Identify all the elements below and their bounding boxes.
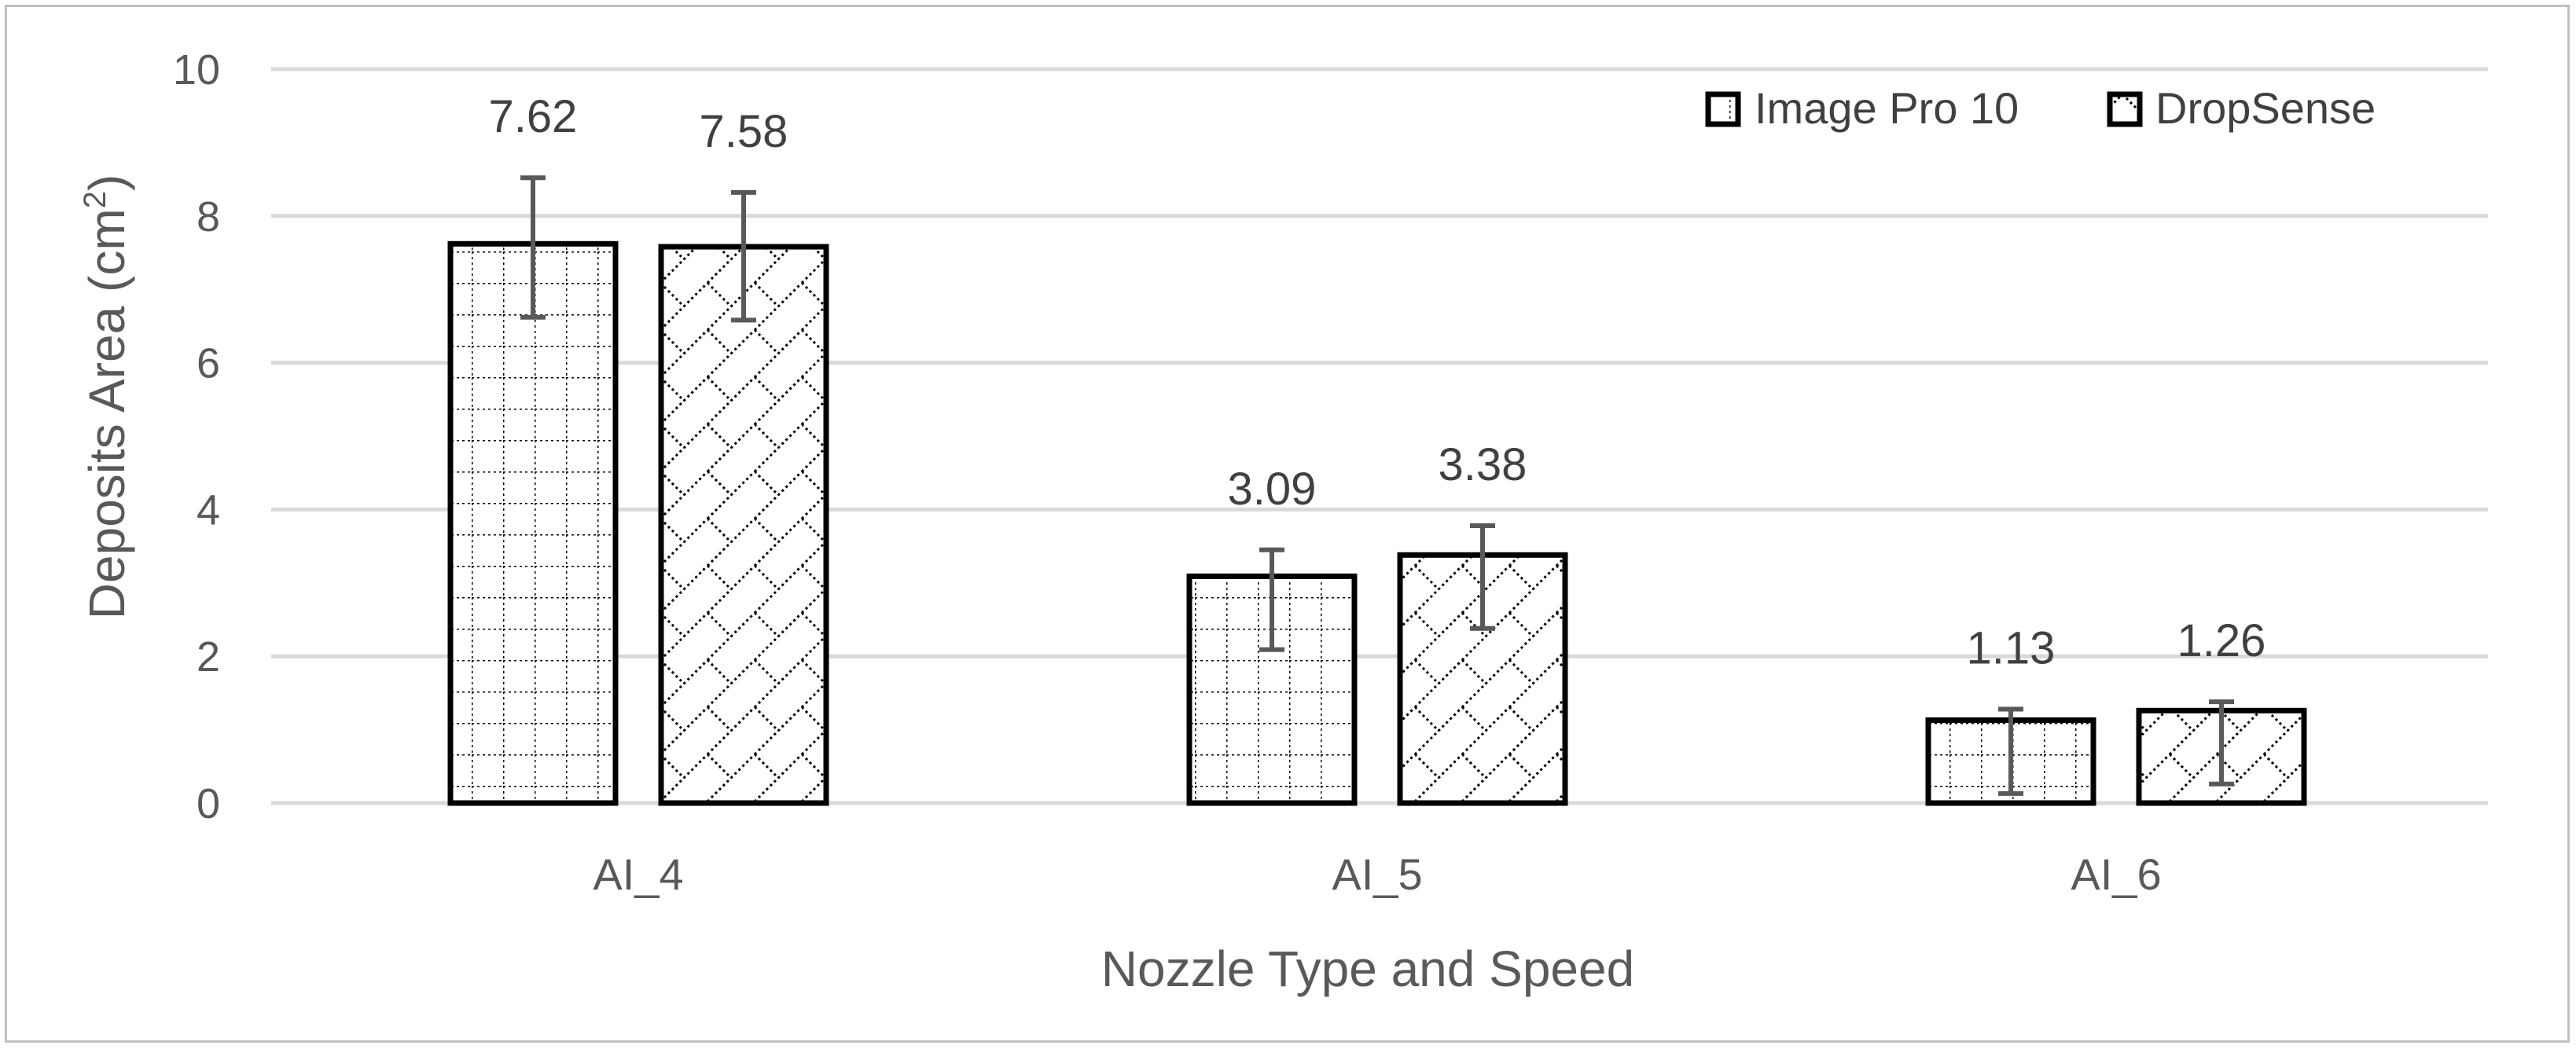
error-bars [520, 175, 2234, 796]
y-axis-title: Deposits Area (cm2) [78, 174, 135, 619]
y-tick-label-0: 0 [197, 780, 220, 827]
gridlines [271, 67, 2488, 805]
x-tick-label-ai_4: AI_4 [593, 849, 683, 899]
data-label-image-pro-10-ai_6: 1.13 [1967, 622, 2056, 673]
legend-label-dropsense: DropSense [2155, 83, 2376, 133]
y-tick-label-2: 2 [197, 633, 220, 680]
data-labels: 7.62 7.58 3.09 3.38 1.13 1.26 [489, 91, 2266, 673]
y-tick-label-6: 6 [197, 340, 220, 387]
y-axis-title-close: ) [79, 174, 135, 191]
data-label-dropsense-ai_5: 3.38 [1439, 439, 1527, 490]
y-tick-label-8: 8 [197, 193, 220, 240]
y-axis-ticks: 0 2 4 6 8 10 [173, 46, 220, 827]
data-label-image-pro-10-ai_5: 3.09 [1228, 464, 1317, 515]
y-axis-title-main: Deposits Area (cm [79, 208, 135, 619]
data-label-dropsense-ai_4: 7.58 [700, 106, 788, 157]
legend: Image Pro 10 DropSense [1705, 83, 2376, 133]
y-tick-label-4: 4 [197, 486, 220, 534]
x-tick-label-ai_6: AI_6 [2071, 849, 2161, 899]
x-tick-label-ai_5: AI_5 [1332, 849, 1422, 899]
y-tick-label-10: 10 [173, 46, 220, 94]
legend-label-image-pro-10: Image Pro 10 [1755, 83, 2019, 133]
x-axis-title: Nozzle Type and Speed [1101, 941, 1634, 997]
legend-swatch-dropsense [2107, 91, 2143, 127]
bars [447, 240, 2307, 806]
x-axis-categories: AI_4 AI_5 AI_6 [593, 849, 2161, 899]
chart-frame [5, 5, 2570, 1043]
data-label-image-pro-10-ai_4: 7.62 [489, 91, 578, 142]
data-label-dropsense-ai_6: 1.26 [2177, 615, 2266, 666]
legend-swatch-image-pro-10 [1705, 91, 1741, 127]
y-axis-title-superscript: 2 [78, 191, 112, 208]
bar-dropsense-ai_4 [658, 244, 829, 806]
bar-image-pro-10-ai_4 [447, 240, 619, 806]
